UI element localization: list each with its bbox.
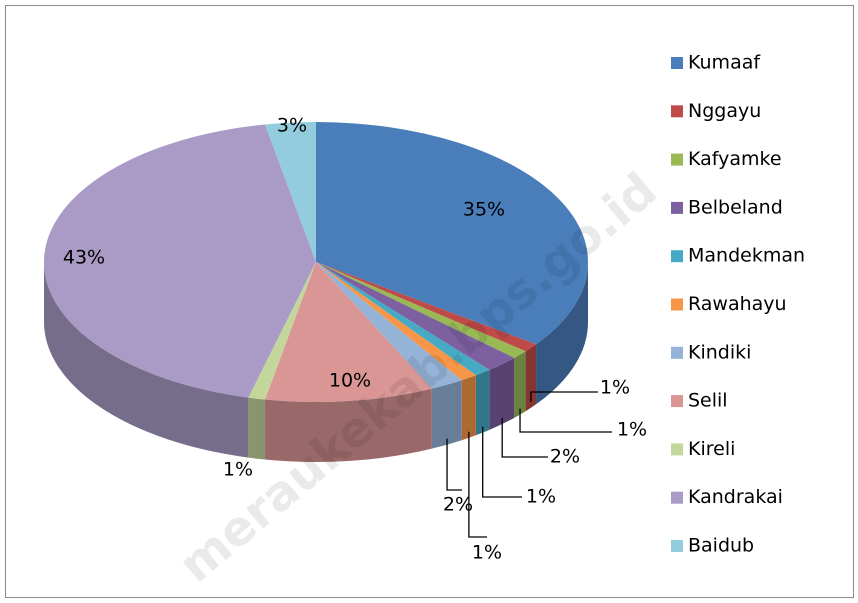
slice-side	[475, 369, 490, 436]
legend-label: Nggayu	[688, 100, 761, 122]
legend-swatch	[671, 346, 683, 359]
slice	[248, 262, 316, 400]
data-label: 2%	[550, 446, 580, 468]
legend-label: Rawahayu	[688, 293, 787, 315]
data-label: 1%	[223, 459, 253, 481]
data-label: 35%	[463, 199, 505, 221]
leader-line	[446, 438, 462, 491]
legend-label: Kumaaf	[688, 52, 761, 74]
slice	[316, 262, 526, 358]
slice	[43, 124, 316, 398]
legend-label: Mandekman	[688, 245, 805, 267]
slice-side	[431, 380, 462, 449]
legend-label: Selil	[688, 390, 728, 412]
slice	[316, 262, 462, 389]
legend-label: Kandrakai	[688, 486, 783, 508]
data-label: 1%	[526, 486, 556, 508]
legend-swatch	[671, 491, 683, 504]
data-label: 43%	[63, 247, 105, 269]
slice	[316, 262, 515, 370]
legend-label: Kireli	[688, 438, 735, 460]
data-label: 2%	[443, 494, 473, 516]
legend-label: Kindiki	[688, 341, 751, 363]
leader-line	[482, 426, 522, 498]
data-label: 10%	[329, 370, 371, 392]
legend-swatch	[671, 201, 683, 214]
slice	[316, 262, 490, 376]
legend-label: Belbeland	[688, 196, 783, 218]
legend-swatch	[671, 540, 683, 552]
slice-side	[265, 388, 432, 462]
legend-swatch	[671, 250, 683, 263]
legend-swatch	[671, 153, 683, 166]
legend-label: Kafyamke	[688, 148, 782, 170]
slice	[316, 262, 476, 381]
slice	[265, 122, 316, 262]
slice-side	[248, 397, 266, 460]
slice-side	[525, 344, 537, 412]
legend-swatch	[671, 105, 683, 118]
slice-side	[536, 262, 588, 405]
slice-side	[44, 262, 249, 458]
slice	[265, 262, 432, 402]
data-label: 1%	[617, 419, 647, 441]
slice-side	[489, 357, 515, 430]
data-label: 3%	[277, 115, 307, 137]
leader-line	[468, 431, 487, 538]
slice	[316, 122, 589, 345]
legend-swatch	[671, 298, 683, 311]
legend-swatch	[671, 395, 683, 408]
slice-side	[461, 375, 476, 441]
data-label: 1%	[472, 542, 502, 564]
leader-line	[501, 418, 548, 458]
leader-line	[519, 408, 612, 433]
legend-swatch	[671, 443, 683, 456]
slice-side	[514, 351, 526, 418]
slice	[316, 262, 537, 352]
legend-swatch	[671, 57, 683, 69]
legend-label: Baidub	[688, 535, 754, 557]
leader-line	[530, 391, 598, 402]
data-label: 1%	[600, 377, 630, 399]
